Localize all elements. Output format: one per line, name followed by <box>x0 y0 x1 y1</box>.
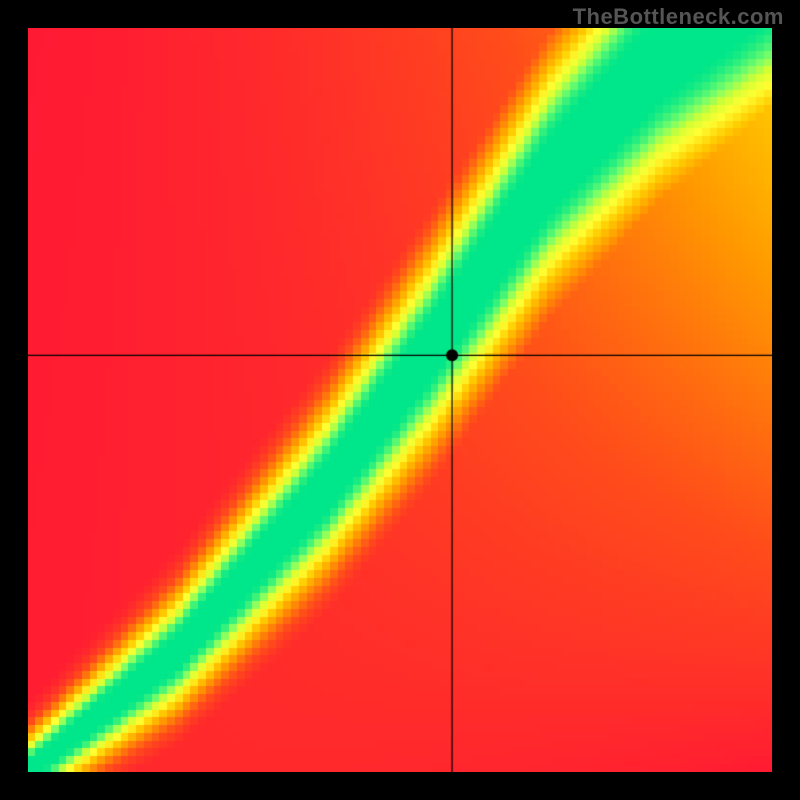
chart-container: TheBottleneck.com <box>0 0 800 800</box>
bottleneck-heatmap <box>28 28 772 772</box>
watermark-text: TheBottleneck.com <box>573 4 784 30</box>
